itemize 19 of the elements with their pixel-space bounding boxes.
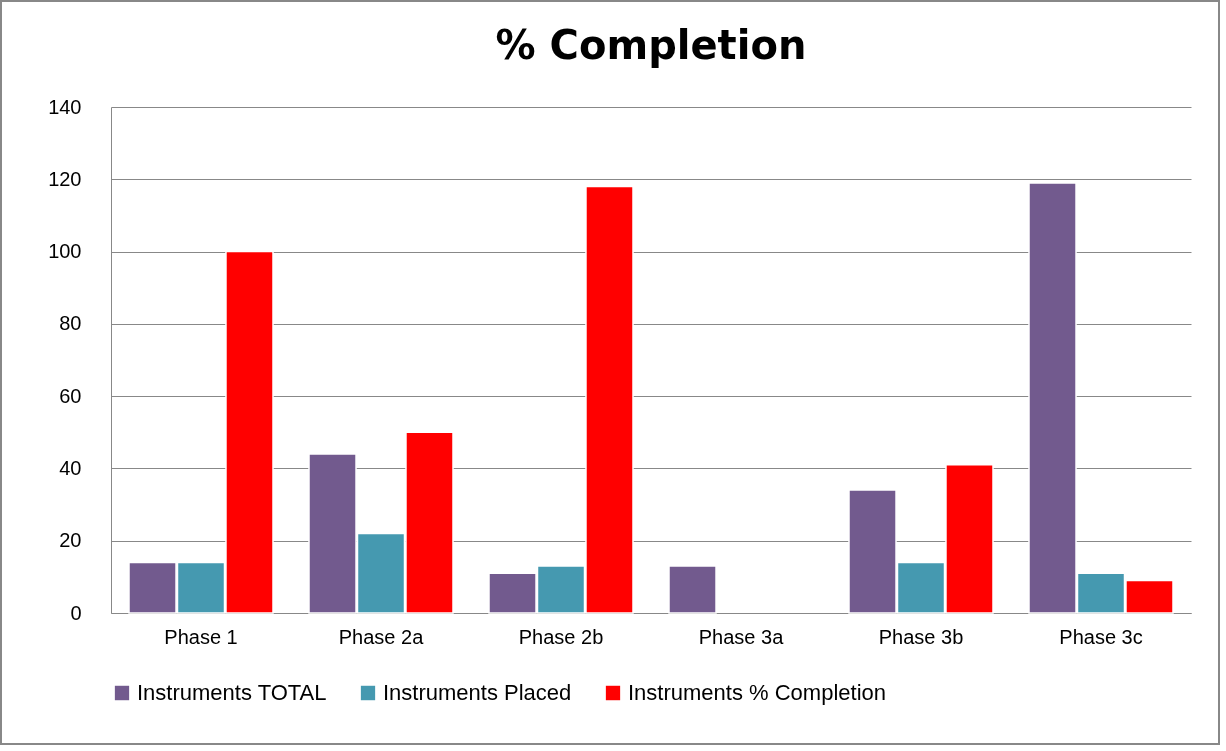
y-tick-label: 80: [59, 312, 82, 335]
y-tick-label: 140: [48, 95, 82, 118]
y-tick-label: 60: [59, 384, 82, 407]
legend-label: Instruments Placed: [383, 680, 572, 705]
bar: [668, 565, 717, 614]
chart-title: % Completion: [495, 22, 807, 68]
x-tick-label: Phase 3c: [1059, 625, 1143, 648]
y-tick-label: 0: [70, 601, 82, 624]
legend-label: Instruments TOTAL: [137, 680, 327, 705]
y-tick-label: 120: [48, 167, 82, 190]
x-tick-label: Phase 2b: [518, 625, 604, 648]
x-tick-label: Phase 1: [164, 625, 238, 648]
x-tick-label: Phase 3b: [878, 625, 964, 648]
y-tick-label: 40: [59, 456, 82, 479]
legend-label: Instruments % Completion: [628, 680, 886, 705]
x-tick-label: Phase 3a: [698, 625, 785, 648]
x-tick-label: Phase 2a: [338, 625, 425, 648]
y-tick-label: 100: [48, 240, 82, 263]
y-tick-label: 20: [59, 529, 82, 552]
